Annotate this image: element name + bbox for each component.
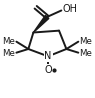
Text: Me: Me [79,37,92,46]
Text: Me: Me [79,49,92,58]
Text: Me: Me [3,49,15,58]
Text: O: O [44,65,52,75]
Text: Me: Me [3,37,15,46]
Text: N: N [44,51,52,61]
Text: OH: OH [62,4,77,14]
Polygon shape [33,15,49,33]
